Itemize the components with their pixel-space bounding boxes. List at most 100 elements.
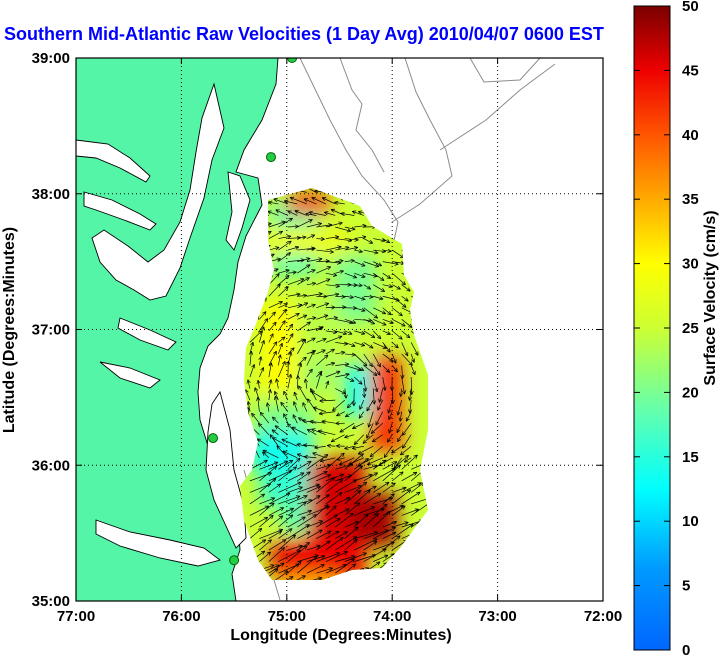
velocity-vector xyxy=(297,531,311,539)
velocity-vector xyxy=(363,465,378,470)
velocity-vector xyxy=(401,376,405,395)
vector-head xyxy=(292,466,297,468)
velocity-vector xyxy=(373,503,388,516)
vector-head xyxy=(326,506,330,510)
velocity-vector xyxy=(319,411,336,415)
vector-head xyxy=(302,293,307,296)
vector-head xyxy=(296,292,301,295)
velocity-vector xyxy=(363,318,375,325)
velocity-vector xyxy=(391,295,407,308)
vector-head xyxy=(295,246,300,250)
vector-head xyxy=(305,213,310,217)
vector-head xyxy=(290,508,295,512)
vector-head xyxy=(370,344,374,349)
vector-head xyxy=(406,489,411,491)
vector-head xyxy=(257,528,262,530)
vector-head xyxy=(353,402,356,406)
velocity-vector xyxy=(354,318,373,321)
vector-head xyxy=(297,375,300,380)
velocity-vector xyxy=(388,411,393,420)
vector-head xyxy=(337,245,342,247)
vector-head xyxy=(247,379,251,384)
vector-head xyxy=(364,393,367,398)
vector-head xyxy=(382,387,386,391)
vector-head xyxy=(362,442,367,444)
velocity-vector xyxy=(249,330,263,343)
vector-head xyxy=(388,274,392,279)
vector-head xyxy=(319,400,324,403)
vector-head xyxy=(302,356,307,359)
velocity-vector xyxy=(401,471,418,482)
velocity-vector xyxy=(287,524,310,539)
vector-head xyxy=(296,442,301,445)
vector-head xyxy=(283,390,288,394)
x-tick-label: 73:00 xyxy=(478,608,516,625)
vector-head xyxy=(260,411,264,415)
vector-head xyxy=(356,502,361,504)
velocity-vector xyxy=(312,452,326,459)
colorbar-tick-label: 10 xyxy=(682,513,699,530)
vector-head xyxy=(351,211,356,215)
velocity-vector xyxy=(315,371,322,389)
velocity-vector xyxy=(382,272,391,279)
velocity-vector xyxy=(306,429,317,436)
vector-head xyxy=(268,201,272,205)
vector-head xyxy=(365,387,368,392)
velocity-vector xyxy=(363,330,376,339)
vector-head xyxy=(274,311,276,316)
vector-head xyxy=(303,444,307,448)
vector-head xyxy=(320,236,325,240)
vector-head xyxy=(288,514,293,517)
velocity-vector xyxy=(287,210,298,216)
vector-head xyxy=(312,350,317,354)
velocity-vector xyxy=(311,197,326,205)
velocity-vector xyxy=(401,508,419,516)
vector-head xyxy=(364,481,368,486)
vector-head xyxy=(304,314,308,319)
velocity-vector xyxy=(363,365,378,376)
vector-head xyxy=(394,263,399,266)
vector-head xyxy=(268,379,272,383)
vector-head xyxy=(349,297,354,300)
vector-head xyxy=(318,292,323,294)
vector-head xyxy=(306,429,310,433)
vector-head xyxy=(376,364,381,368)
vector-head xyxy=(301,419,306,423)
radar-station-marker xyxy=(229,555,240,566)
velocity-vector xyxy=(272,416,279,424)
vector-head xyxy=(333,332,338,335)
vector-head xyxy=(267,483,271,488)
vector-head xyxy=(277,258,281,262)
vector-head xyxy=(281,507,285,511)
velocity-vector xyxy=(297,219,313,228)
vector-head xyxy=(408,489,412,494)
velocity-vector xyxy=(268,571,289,580)
vector-head xyxy=(379,334,382,339)
vector-head xyxy=(374,371,378,376)
velocity-vector xyxy=(297,321,311,332)
vector-head xyxy=(281,562,285,567)
vector-head xyxy=(345,362,350,365)
velocity-vector xyxy=(306,317,317,320)
velocity-vector xyxy=(297,277,310,286)
vector-head xyxy=(317,222,322,224)
velocity-vector xyxy=(363,353,373,367)
velocity-vector xyxy=(348,457,364,465)
vector-head xyxy=(404,455,409,457)
vector-head xyxy=(377,337,382,340)
velocity-vector xyxy=(316,278,331,286)
vector-head xyxy=(409,391,413,395)
colorbar-tick-label: 15 xyxy=(682,449,699,466)
vector-head xyxy=(358,283,363,286)
vector-head xyxy=(367,423,369,428)
vector-head xyxy=(251,350,254,355)
vector-head xyxy=(393,369,398,373)
vector-head xyxy=(409,323,413,328)
velocity-vector xyxy=(287,271,297,274)
velocity-vector xyxy=(268,539,287,551)
vector-head xyxy=(298,482,302,486)
vector-head xyxy=(389,311,392,315)
velocity-vector xyxy=(297,514,317,528)
velocity-vector xyxy=(354,538,378,551)
velocity-vector xyxy=(294,210,307,216)
